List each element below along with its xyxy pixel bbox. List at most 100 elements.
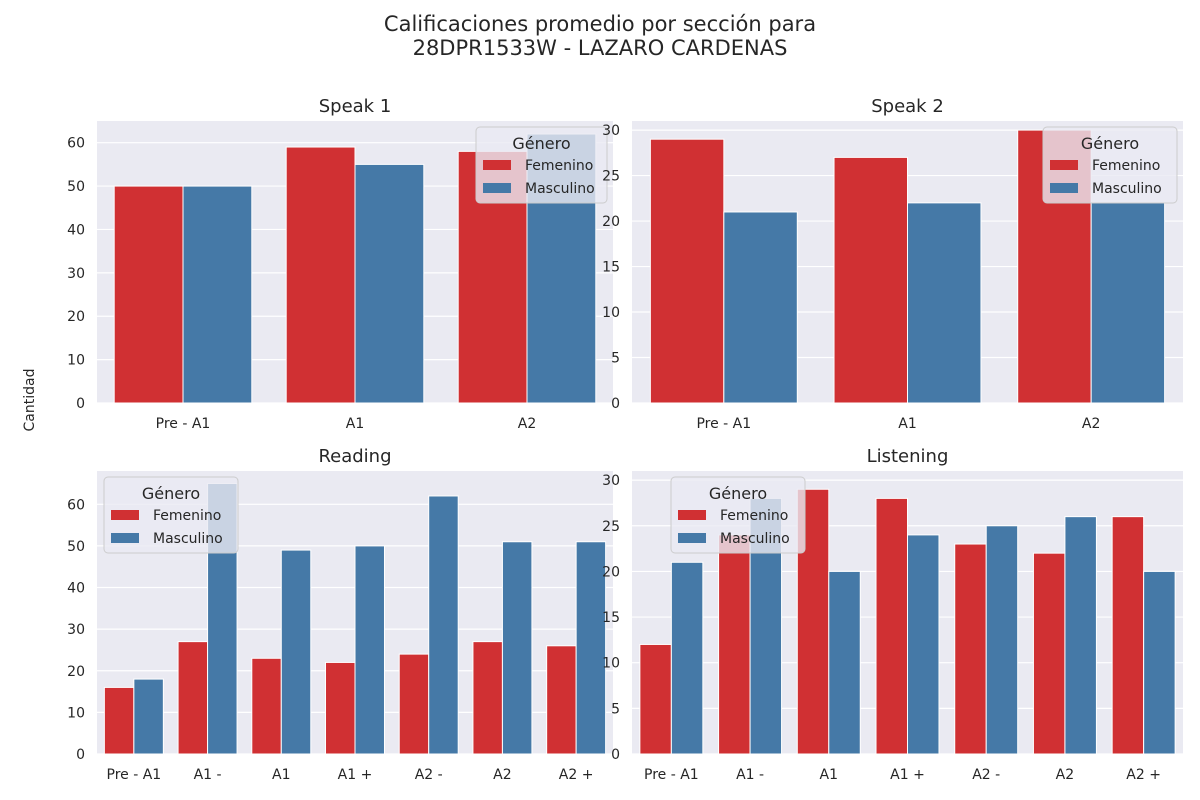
bar-femenino-0: [103, 686, 135, 755]
x-tick-label: A1: [272, 767, 290, 783]
legend: Género Femenino Masculino: [1042, 126, 1178, 204]
bar-femenino-2: [251, 657, 282, 755]
legend-label-femenino: Femenino: [153, 508, 221, 524]
x-tick-label: Pre - A1: [156, 416, 211, 432]
x-tick-label: Pre - A1: [107, 767, 162, 783]
x-tick-label: A2: [493, 767, 511, 783]
bar-masculino-1: [354, 163, 425, 404]
legend: Género Femenino Masculino: [103, 476, 239, 554]
bar-femenino-1: [833, 156, 908, 404]
x-tick-label: A2: [518, 416, 536, 432]
legend-title: Género: [709, 484, 767, 503]
bar-masculino-3: [354, 545, 385, 755]
y-tick-label: 5: [611, 351, 620, 367]
bar-femenino-1: [285, 146, 356, 404]
bar-femenino-3: [325, 661, 356, 755]
legend-label-masculino: Masculino: [720, 531, 790, 547]
figure-title-line-2: 28DPR1533W - LAZARO CARDENAS: [412, 36, 788, 60]
bar-masculino-3: [907, 534, 940, 755]
bar-masculino-0: [723, 211, 798, 404]
x-tick-label: A1 -: [736, 767, 764, 783]
y-tick-label: 20: [602, 214, 620, 230]
bar-masculino-1: [907, 202, 982, 404]
legend-swatch-masculino: [111, 533, 139, 543]
y-tick-label: 30: [602, 123, 620, 139]
figure-title: Calificaciones promedio por sección para…: [0, 12, 1200, 60]
bar-femenino-5: [472, 641, 503, 755]
bar-femenino-6: [546, 645, 577, 755]
y-tick-label: 25: [602, 519, 620, 535]
legend-swatch-femenino: [483, 160, 511, 170]
bar-femenino-1: [177, 641, 209, 755]
subplot-2: 0 10 20 30 40 50 60 Pre - A1 A1 - A1 A1 + A2 - A2 A2 …: [67, 446, 613, 783]
y-tick-label: 10: [67, 705, 85, 721]
panel-title: Listening: [867, 446, 949, 467]
subplot-3: 0 5 10 15 20 25 30 Pre - A1 A1 - A1 A1 + A2 - A2 A2 +…: [602, 446, 1183, 783]
legend-label-masculino: Masculino: [153, 531, 223, 547]
bar-femenino-4: [954, 543, 987, 755]
y-tick-label: 0: [76, 396, 85, 412]
bar-femenino-6: [1111, 516, 1145, 755]
legend-swatch-femenino: [1050, 160, 1078, 170]
x-tick-label: A1 +: [338, 767, 373, 783]
y-tick-label: 0: [611, 396, 620, 412]
y-tick-label: 10: [67, 353, 85, 369]
bar-masculino-5: [1064, 516, 1097, 755]
x-tick-label: A1 -: [194, 767, 222, 783]
y-tick-label: 20: [67, 309, 85, 325]
legend-label-femenino: Femenino: [525, 158, 593, 174]
x-tick-label: A1: [820, 767, 838, 783]
y-tick-label: 50: [67, 539, 85, 555]
x-tick-label: A2 -: [415, 767, 443, 783]
legend-label-femenino: Femenino: [1092, 158, 1160, 174]
x-tick-label: A2 +: [559, 767, 594, 783]
legend-swatch-femenino: [678, 510, 706, 520]
x-tick-label: A2: [1056, 767, 1074, 783]
y-tick-label: 20: [67, 664, 85, 680]
x-tick-label: A1 +: [890, 767, 925, 783]
bar-masculino-2: [280, 549, 312, 755]
bar-masculino-2: [828, 570, 861, 755]
y-tick-label: 25: [602, 169, 620, 185]
x-tick-label: A1: [346, 416, 364, 432]
bar-femenino-3: [875, 497, 908, 755]
bar-masculino-6: [1143, 570, 1176, 755]
y-tick-label: 20: [602, 564, 620, 580]
panel-title: Reading: [318, 446, 391, 467]
subplot-0: 0 10 20 30 40 50 60 Pre - A1 A1 A2 Speak 1 Género Fe…: [67, 96, 613, 432]
bar-masculino-0: [133, 678, 164, 755]
y-tick-label: 60: [67, 136, 85, 152]
bar-masculino-4: [428, 495, 459, 755]
legend-swatch-masculino: [678, 533, 706, 543]
figure-title-line-1: Calificaciones promedio por sección para: [383, 12, 817, 36]
y-tick-label: 0: [611, 747, 620, 763]
y-tick-label: 5: [611, 701, 620, 717]
y-tick-label: 40: [67, 581, 85, 597]
bar-masculino-4: [985, 525, 1019, 755]
bar-femenino-0: [649, 138, 725, 404]
y-tick-label: 0: [76, 747, 85, 763]
x-tick-label: A2: [1082, 416, 1100, 432]
bar-masculino-6: [575, 541, 607, 755]
legend-label-masculino: Masculino: [525, 181, 595, 197]
bar-masculino-5: [501, 541, 533, 755]
bar-masculino-2: [1090, 202, 1166, 404]
x-tick-label: A2 -: [972, 767, 1000, 783]
x-tick-label: Pre - A1: [696, 416, 751, 432]
bar-femenino-4: [398, 653, 430, 755]
x-tick-label: A2 +: [1126, 767, 1161, 783]
legend-swatch-femenino: [111, 510, 139, 520]
bar-femenino-5: [1032, 552, 1066, 755]
legend-title: Género: [512, 134, 570, 153]
y-tick-label: 30: [67, 622, 85, 638]
y-tick-label: 30: [67, 266, 85, 282]
legend-title: Género: [1081, 134, 1139, 153]
legend-label-masculino: Masculino: [1092, 181, 1162, 197]
y-tick-label: 10: [602, 305, 620, 321]
x-tick-label: A1: [898, 416, 916, 432]
legend-title: Género: [142, 484, 200, 503]
y-tick-label: 40: [67, 222, 85, 238]
x-tick-label: Pre - A1: [644, 767, 699, 783]
y-tick-label: 30: [602, 473, 620, 489]
